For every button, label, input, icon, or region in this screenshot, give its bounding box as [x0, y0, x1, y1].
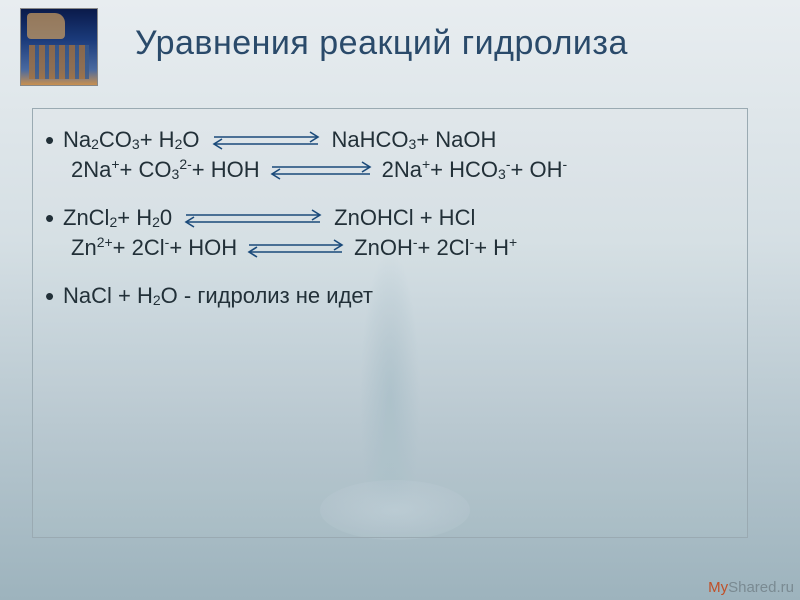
watermark-shared: Shared — [728, 579, 776, 596]
watermark-ru: .ru — [776, 579, 794, 596]
equation-3: • NaCl + H2 O - гидролиз не идет — [55, 283, 743, 309]
eqtext: + CO — [120, 157, 172, 183]
content-box: • Na2 CO3 + H2 O NaHCO3 + NaOH 2Na+ + CO… — [32, 108, 748, 538]
eqtext: Na — [63, 127, 91, 153]
slide-title: Уравнения реакций гидролиза — [135, 24, 628, 63]
equation-1-ionic: 2Na+ + CO32- + HOH 2Na+ + HCO3- + OH- — [55, 157, 743, 183]
watermark: MyShared.ru — [708, 579, 794, 596]
eqtext: + HOH — [169, 235, 237, 261]
equation-2-molecular: • ZnCl2 + H2 0 ZnOHCl + HCl — [55, 205, 743, 231]
eqtext: + H — [140, 127, 175, 153]
eqtext: CO — [99, 127, 132, 153]
slide-thumbnail — [20, 8, 98, 86]
equation-2-ionic: Zn2+ + 2Cl- + HOH ZnOH- + 2Cl- + H+ — [55, 235, 743, 261]
eqtext: O - гидролиз не идет — [161, 283, 373, 309]
reversible-arrow-icon — [243, 238, 348, 258]
eqtext: ZnOH — [354, 235, 413, 261]
eqtext: 2Na — [382, 157, 422, 183]
eqtext: NaCl + H — [63, 283, 153, 309]
eqtext: + H — [474, 235, 509, 261]
bullet-icon: • — [45, 207, 63, 229]
bullet-icon: • — [45, 285, 63, 307]
bullet-icon: • — [45, 129, 63, 151]
eqtext: + H — [117, 205, 152, 231]
eqtext: + 2Cl — [113, 235, 165, 261]
reversible-arrow-icon — [178, 208, 328, 228]
eqtext: 0 — [160, 205, 172, 231]
reversible-arrow-icon — [206, 130, 326, 150]
eqtext: + 2Cl — [418, 235, 470, 261]
eqtext: + HCO — [430, 157, 498, 183]
equation-1-molecular: • Na2 CO3 + H2 O NaHCO3 + NaOH — [55, 127, 743, 153]
eqtext: O — [182, 127, 199, 153]
eqtext: + NaOH — [416, 127, 496, 153]
eqtext: Zn — [71, 235, 97, 261]
eqtext: NaHCO — [332, 127, 409, 153]
eqtext: + OH — [511, 157, 563, 183]
watermark-my: My — [708, 579, 728, 596]
eqtext: ZnCl — [63, 205, 109, 231]
reversible-arrow-icon — [266, 160, 376, 180]
eqtext: ZnOHCl + HCl — [334, 205, 475, 231]
eqtext: + HOH — [192, 157, 260, 183]
eqtext: 2Na — [71, 157, 111, 183]
